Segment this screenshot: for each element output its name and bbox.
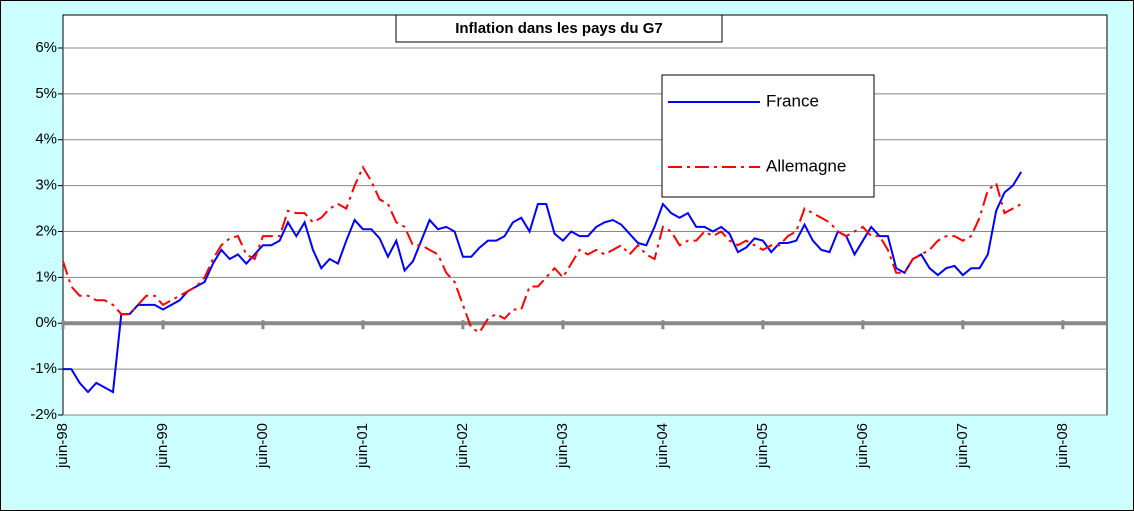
x-tick-label: juin-07 bbox=[954, 423, 971, 469]
x-tick-label: juin-01 bbox=[354, 423, 371, 469]
y-tick-label: 3% bbox=[35, 177, 57, 194]
y-tick-label: 6% bbox=[35, 39, 57, 56]
y-tick-label: 5% bbox=[35, 85, 57, 102]
x-tick-label: juin-06 bbox=[854, 423, 871, 469]
x-tick-label: juin-99 bbox=[154, 423, 171, 469]
x-tick-label: juin-04 bbox=[654, 423, 671, 469]
x-tick-label: juin-00 bbox=[254, 423, 271, 469]
title-box bbox=[395, 14, 723, 43]
x-tick-label: juin-02 bbox=[454, 423, 471, 469]
line-series bbox=[62, 165, 1022, 334]
chart-title: Inflation dans les pays du G7 bbox=[455, 20, 663, 37]
y-tick-label: 4% bbox=[35, 131, 57, 148]
plot-area bbox=[62, 14, 1108, 416]
y-tick-label: 0% bbox=[35, 314, 57, 331]
x-tick-label: juin-98 bbox=[54, 423, 71, 469]
legend-box bbox=[661, 74, 875, 198]
legend-label: France bbox=[766, 91, 819, 110]
x-tick-label: juin-05 bbox=[754, 423, 771, 469]
y-tick-label: 1% bbox=[35, 268, 57, 285]
y-tick-label: -1% bbox=[30, 360, 57, 377]
legend-label: Allemagne bbox=[766, 156, 846, 175]
line-series bbox=[63, 171, 1023, 394]
x-tick-label: juin-08 bbox=[1054, 423, 1071, 469]
x-tick-label: juin-03 bbox=[554, 423, 571, 469]
y-tick-label: -2% bbox=[30, 406, 57, 423]
y-tick-label: 2% bbox=[35, 222, 57, 239]
